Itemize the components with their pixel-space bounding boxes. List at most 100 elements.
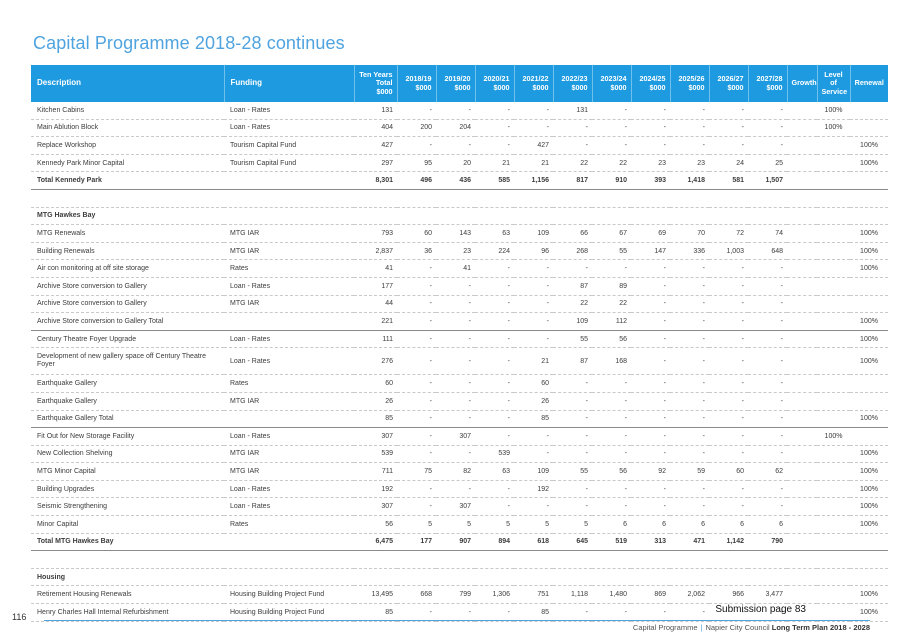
cell-year-value: 1,003	[709, 242, 748, 261]
cell-funding: Loan - Rates	[224, 119, 354, 138]
cell-funding: Rates	[224, 374, 354, 393]
page-footer: Capital Programme | Napier City Council Lo…	[633, 623, 870, 632]
cell-funding: Housing Building Project Fund	[224, 585, 354, 605]
cell-funding: Loan - Rates	[224, 427, 354, 446]
cell-growth	[787, 189, 817, 208]
cell-year-value: -	[748, 374, 787, 393]
cell-growth	[787, 224, 817, 243]
header-ten-year-total: Ten Years Total $000	[354, 65, 398, 102]
cell-year-value: -	[475, 427, 514, 446]
cell-year-value: 204	[436, 119, 475, 138]
cell-year-value	[670, 207, 709, 226]
cell-growth	[787, 392, 817, 411]
cell-level-of-service	[817, 533, 850, 552]
table-row: Housing	[31, 568, 888, 587]
cell-year-value: 645	[553, 533, 592, 552]
cell-ten-year-total	[354, 568, 397, 587]
cell-year-value: -	[436, 445, 475, 464]
cell-year-value: -	[475, 480, 514, 499]
table-row: Retirement Housing Renewals Housing Build…	[31, 585, 888, 605]
table-row: New Collection Shelving MTG IAR 539- -539- -…	[31, 445, 888, 464]
cell-year-value: 112	[592, 312, 631, 331]
cell-growth	[787, 480, 817, 499]
cell-year-value: 89	[592, 277, 631, 296]
cell-year-value: 55	[592, 242, 631, 261]
table-row: Archive Store conversion to Gallery Loan …	[31, 277, 888, 296]
header-2019-20: 2019/20 $000	[436, 65, 476, 102]
cell-year-value	[397, 568, 436, 587]
cell-year-value: 6	[709, 515, 748, 534]
cell-level-of-service	[817, 207, 850, 226]
cell-year-value	[748, 568, 787, 587]
cell-year-value: 55	[553, 462, 592, 481]
cell-year-value: 87	[553, 277, 592, 296]
cell-year-value: -	[748, 277, 787, 296]
cell-year-value: 966	[709, 585, 748, 605]
cell-year-value: 1,118	[553, 585, 592, 605]
cell-funding: Rates	[224, 515, 354, 534]
cell-year-value: -	[592, 410, 631, 429]
cell-year-value: -	[631, 136, 670, 155]
cell-year-value: -	[709, 295, 748, 314]
cell-year-value: -	[397, 102, 436, 120]
cell-year-value	[631, 189, 670, 208]
cell-year-value: -	[592, 119, 631, 138]
header-2027-28: 2027/28 $000	[748, 65, 788, 102]
cell-year-value	[592, 207, 631, 226]
cell-description: Main Ablution Block	[31, 119, 224, 138]
cell-year-value: 22	[592, 295, 631, 314]
cell-year-value: -	[514, 119, 553, 138]
cell-funding	[224, 189, 354, 208]
cell-growth	[787, 154, 817, 173]
cell-year-value: -	[475, 347, 514, 376]
cell-funding: Loan - Rates	[224, 330, 354, 349]
cell-year-value: -	[397, 603, 436, 622]
cell-renewal	[850, 568, 888, 587]
cell-renewal: 100%	[850, 445, 888, 464]
header-2024-25: 2024/25 $000	[631, 65, 671, 102]
cell-growth	[787, 242, 817, 261]
header-2020-21: 2020/21 $000	[475, 65, 515, 102]
cell-year-value: 95	[397, 154, 436, 173]
cell-growth	[787, 585, 817, 605]
cell-year-value: -	[553, 427, 592, 446]
cell-year-value: -	[397, 277, 436, 296]
cell-year-value: 200	[397, 119, 436, 138]
cell-level-of-service: 100%	[817, 427, 850, 446]
cell-year-value: -	[553, 374, 592, 393]
cell-description: Seismic Strengthening	[31, 497, 224, 517]
cell-year-value: -	[514, 102, 553, 120]
cell-year-value: -	[514, 295, 553, 314]
cell-year-value: 751	[514, 585, 553, 605]
cell-year-value: 307	[436, 427, 475, 446]
cell-year-value: 6	[631, 515, 670, 534]
cell-year-value: -	[592, 259, 631, 278]
cell-growth	[787, 207, 817, 226]
cell-year-value: 790	[748, 533, 787, 552]
cell-year-value	[631, 550, 670, 569]
cell-level-of-service	[817, 312, 850, 331]
cell-year-value: -	[631, 374, 670, 393]
cell-year-value	[514, 207, 553, 226]
cell-year-value	[709, 207, 748, 226]
cell-year-value: -	[436, 347, 475, 376]
cell-ten-year-total: 276	[354, 347, 397, 376]
cell-year-value: 427	[514, 136, 553, 155]
cell-year-value: -	[748, 410, 787, 429]
cell-year-value: -	[709, 410, 748, 429]
footer-divider	[44, 620, 870, 621]
cell-year-value: 5	[397, 515, 436, 534]
cell-level-of-service	[817, 480, 850, 499]
cell-ten-year-total: 307	[354, 497, 397, 517]
cell-year-value: -	[709, 102, 748, 120]
cell-funding	[224, 410, 354, 429]
cell-funding: Tourism Capital Fund	[224, 136, 354, 155]
cell-year-value: 63	[475, 462, 514, 481]
cell-level-of-service	[817, 277, 850, 296]
cell-year-value: -	[475, 374, 514, 393]
cell-ten-year-total: 2,837	[354, 242, 397, 261]
table-row	[31, 189, 888, 208]
cell-year-value: 87	[553, 347, 592, 376]
cell-level-of-service	[817, 224, 850, 243]
cell-growth	[787, 410, 817, 429]
